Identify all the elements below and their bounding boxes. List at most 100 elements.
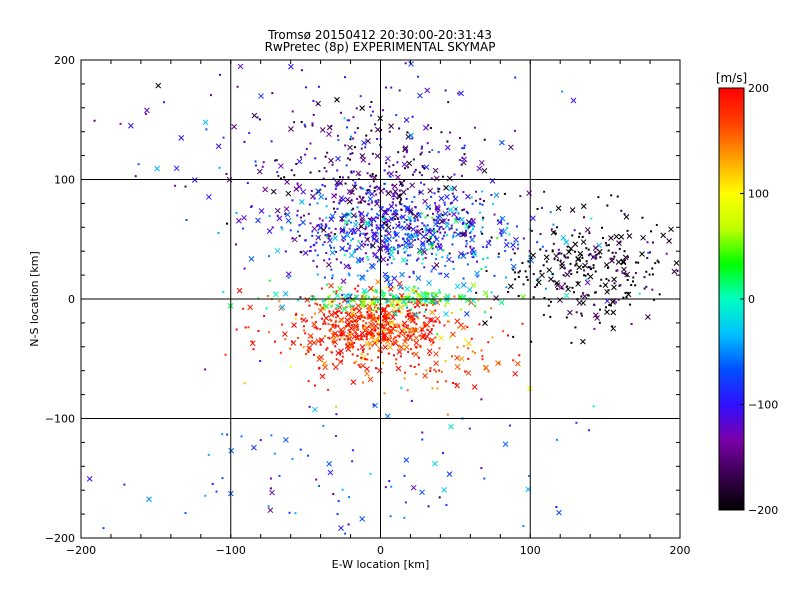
data-point-dot [304, 153, 307, 156]
data-point-dot [303, 329, 306, 332]
data-point-dot [293, 121, 296, 124]
data-point-cross [530, 252, 537, 259]
data-point-cross [422, 372, 428, 379]
data-point-dot [370, 114, 373, 117]
data-point-dot [467, 227, 470, 230]
data-point-dot [435, 257, 438, 260]
data-point-cross [397, 284, 404, 290]
data-point-cross [575, 281, 581, 287]
data-point-dot [226, 433, 229, 436]
data-point-cross [349, 304, 356, 311]
data-point-dot [324, 223, 327, 226]
data-point-dot [391, 216, 394, 219]
data-point-cross [304, 297, 311, 303]
data-point-dot [512, 268, 515, 271]
data-point-dot [622, 296, 625, 299]
data-point-dot [483, 477, 486, 480]
data-point-dot [347, 304, 350, 307]
data-point-dot [397, 224, 400, 227]
data-point-cross [501, 228, 507, 235]
data-point-dot [386, 338, 389, 341]
data-point-dot [349, 135, 352, 138]
data-point-dot [580, 312, 583, 315]
data-point-dot [407, 350, 410, 353]
data-point-dot [522, 283, 525, 286]
data-point-dot [389, 334, 392, 337]
data-point-dot [398, 89, 401, 92]
data-point-cross [350, 212, 357, 219]
data-point-cross [173, 165, 180, 172]
data-point-cross [406, 223, 412, 229]
data-point-cross [546, 267, 553, 273]
data-point-dot [393, 231, 396, 234]
data-point-dot [443, 231, 446, 234]
data-point-dot [488, 239, 491, 242]
data-point-dot [504, 249, 507, 252]
data-point-dot [394, 326, 397, 329]
data-point-dot [383, 222, 386, 225]
data-point-dot [336, 184, 339, 187]
data-point-dot [401, 287, 404, 290]
grid-lines [81, 60, 680, 538]
data-point-cross [626, 233, 633, 239]
data-point-cross [352, 328, 359, 335]
data-point-dot [300, 156, 303, 159]
data-point-dot [258, 118, 261, 121]
data-point-dot [464, 222, 467, 225]
data-point-dot [331, 323, 334, 326]
data-point-dot [469, 235, 472, 238]
data-point-dot [550, 272, 553, 275]
data-point-dot [422, 303, 425, 306]
data-point-dot [363, 292, 366, 295]
data-point-dot [539, 233, 542, 236]
data-point-cross [370, 316, 376, 323]
data-point-cross [380, 243, 387, 250]
data-point-dot [370, 326, 373, 329]
data-point-cross [404, 205, 411, 211]
data-point-cross [368, 321, 374, 328]
data-point-dot [411, 352, 414, 355]
data-point-dot [355, 215, 358, 218]
data-point-dot [417, 356, 420, 359]
data-point-dot [358, 317, 361, 320]
data-point-cross [496, 219, 503, 226]
data-point-dot [623, 212, 626, 215]
data-point-dot [370, 359, 373, 362]
data-point-cross [325, 261, 332, 268]
data-point-dot [343, 117, 346, 120]
data-point-cross [374, 153, 381, 159]
data-point-cross [391, 275, 398, 282]
data-point-dot [388, 480, 391, 483]
data-point-dot [624, 292, 627, 295]
data-point-dot [481, 232, 484, 235]
data-point-cross [426, 280, 432, 286]
data-point-cross [300, 317, 307, 323]
data-point-dot [438, 321, 441, 324]
data-point-dot [326, 151, 329, 154]
data-point-cross [338, 348, 344, 355]
data-point-cross [609, 257, 615, 264]
data-point-dot [336, 314, 339, 317]
data-point-dot [443, 203, 446, 206]
data-point-dot [417, 211, 420, 214]
data-point-dot [279, 351, 282, 354]
data-point-dot [313, 353, 316, 356]
data-point-dot [476, 260, 479, 263]
data-point-dot [609, 304, 612, 307]
data-point-cross [470, 249, 477, 256]
data-point-dot [374, 301, 377, 304]
data-point-dot [549, 211, 552, 214]
data-point-dot [576, 271, 579, 274]
data-point-dot [375, 291, 378, 294]
data-point-dot [400, 217, 403, 220]
data-point-dot [462, 221, 465, 224]
data-point-cross [576, 299, 583, 306]
data-point-dot [418, 171, 421, 174]
data-point-dot [318, 484, 321, 487]
data-point-dot [346, 119, 349, 122]
data-point-dot [469, 231, 472, 234]
data-point-dot [425, 230, 428, 233]
data-point-dot [584, 274, 587, 277]
data-point-dot [450, 227, 453, 230]
data-point-cross [344, 232, 351, 239]
